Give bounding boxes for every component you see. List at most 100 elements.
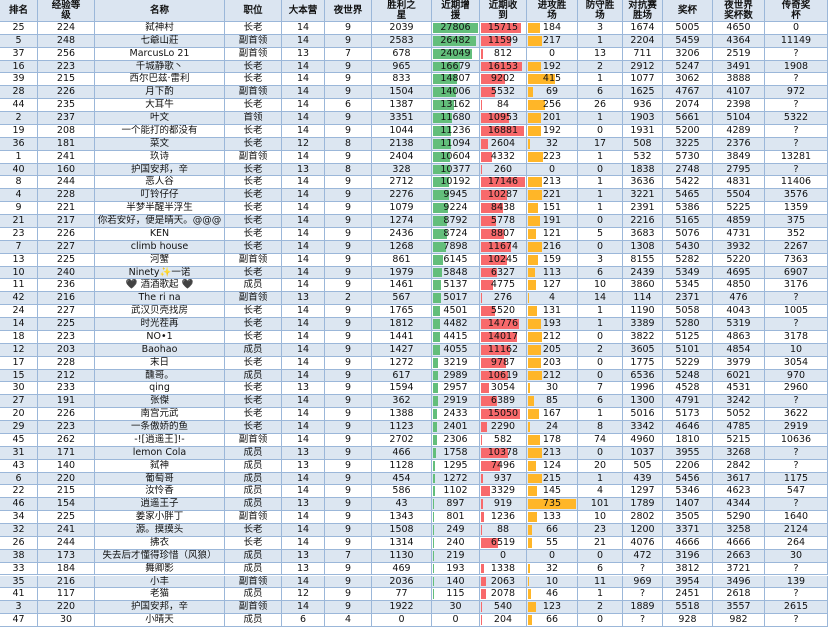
table-cell: 14 bbox=[282, 202, 325, 216]
table-cell: 14 bbox=[282, 124, 325, 138]
table-cell: 14 bbox=[282, 536, 325, 550]
cell-text: 2276 bbox=[389, 189, 414, 201]
table-cell: 735 bbox=[527, 498, 578, 512]
cell-text: 0 bbox=[596, 446, 604, 458]
table-cell: 220 bbox=[38, 601, 95, 615]
table-cell: 1190 bbox=[623, 305, 663, 319]
data-bar bbox=[528, 434, 540, 445]
table-cell: ? bbox=[765, 562, 828, 576]
table-cell: ? bbox=[765, 395, 828, 409]
table-cell: 9 bbox=[325, 356, 372, 370]
table-cell: 玖诗 bbox=[95, 150, 225, 164]
cell-text: 1272 bbox=[389, 356, 414, 368]
table-cell: 4 bbox=[578, 485, 623, 499]
table-cell: 66 bbox=[527, 524, 578, 537]
table-cell: 249 bbox=[432, 524, 480, 537]
table-cell: 5349 bbox=[663, 266, 713, 280]
cell-text: 4415 bbox=[443, 330, 468, 342]
cell-text: 965 bbox=[392, 60, 411, 72]
cell-text: 972 bbox=[786, 86, 806, 98]
cell-text: 南宫元武 bbox=[140, 408, 179, 420]
cell-text: 2451 bbox=[675, 588, 700, 600]
data-bar bbox=[528, 589, 531, 600]
table-cell: 月下酌 bbox=[95, 86, 225, 100]
cell-text: 225 bbox=[56, 253, 76, 265]
table-cell: 长老 bbox=[225, 124, 282, 138]
table-cell: 3054 bbox=[480, 382, 527, 396]
cell-text: 13 bbox=[296, 292, 310, 304]
cell-text: 5229 bbox=[675, 356, 700, 368]
table-cell: 7363 bbox=[765, 253, 828, 267]
table-cell: 241 bbox=[38, 150, 95, 164]
data-bar bbox=[433, 190, 450, 201]
cell-text: 胜利之星 bbox=[387, 0, 416, 21]
table-cell: 5661 bbox=[663, 112, 713, 125]
table-cell: 17146 bbox=[480, 176, 527, 190]
cell-text: 弑神村 bbox=[145, 22, 174, 33]
table-cell: 212 bbox=[527, 330, 578, 344]
cell-text: 14 bbox=[296, 343, 310, 355]
table-cell: 6 bbox=[282, 614, 325, 627]
cell-text: 328 bbox=[392, 163, 411, 175]
cell-text: 2 bbox=[15, 112, 22, 124]
table-cell: 末日 bbox=[95, 356, 225, 370]
table-cell: 225 bbox=[38, 253, 95, 267]
cell-text: 3 bbox=[596, 253, 604, 265]
data-bar bbox=[481, 615, 482, 625]
table-cell: 长老 bbox=[225, 524, 282, 537]
table-cell: 28 bbox=[0, 86, 38, 100]
table-cell: 139 bbox=[765, 575, 828, 589]
table-cell: 3505 bbox=[663, 511, 713, 524]
cell-text: 32 bbox=[545, 137, 559, 149]
table-cell: 1810 bbox=[663, 433, 713, 447]
table-cell: 237 bbox=[38, 112, 95, 125]
cell-text: 叶文 bbox=[149, 112, 169, 124]
table-cell: ? bbox=[765, 614, 828, 627]
cell-text: 10 bbox=[545, 575, 559, 587]
table-cell: Ninety✨一诺 bbox=[95, 266, 225, 280]
table-cell: 32 bbox=[527, 562, 578, 576]
table-cell: 13 bbox=[282, 562, 325, 576]
data-bar bbox=[433, 473, 436, 484]
table-cell: 成员 bbox=[225, 562, 282, 576]
table-cell: 4531 bbox=[713, 382, 765, 396]
table-cell: 3617 bbox=[713, 472, 765, 486]
cell-text: 1758 bbox=[443, 446, 468, 458]
cell-text: 9 bbox=[344, 562, 352, 574]
cell-text: 919 bbox=[493, 498, 513, 510]
cell-text: 5215 bbox=[726, 433, 751, 445]
table-cell: 10 bbox=[578, 279, 623, 293]
table-cell: ? bbox=[765, 588, 828, 602]
column-header: 传奇奖杯 bbox=[765, 0, 828, 22]
table-cell: 216 bbox=[38, 575, 95, 589]
table-cell: 3849 bbox=[713, 150, 765, 164]
cell-text: 223 bbox=[56, 421, 76, 433]
cell-text: 排名 bbox=[8, 4, 28, 16]
cell-text: 河蟹 bbox=[149, 253, 169, 265]
cell-text: 14 bbox=[296, 472, 310, 484]
table-cell: 7496 bbox=[480, 459, 527, 473]
table-cell: 7 bbox=[578, 382, 623, 396]
table-cell: 469 bbox=[372, 562, 432, 576]
cell-text: 69 bbox=[545, 86, 559, 98]
cell-text: 5386 bbox=[675, 202, 700, 214]
table-cell: 5101 bbox=[663, 343, 713, 357]
table-cell: ? bbox=[765, 446, 828, 460]
data-bar bbox=[481, 370, 509, 381]
cell-text: 1 bbox=[596, 189, 604, 201]
cell-text: 一个能打的都没有 bbox=[121, 124, 198, 136]
cell-text: 5456 bbox=[675, 472, 700, 484]
table-cell: 12 bbox=[282, 588, 325, 602]
cell-text: 2376 bbox=[726, 137, 751, 149]
table-cell: 215 bbox=[38, 485, 95, 499]
table-cell: 9 bbox=[325, 536, 372, 550]
cell-text: 0 bbox=[596, 124, 604, 136]
table-cell: 14 bbox=[282, 369, 325, 383]
table-cell: 5220 bbox=[713, 253, 765, 267]
data-bar bbox=[433, 35, 476, 46]
cell-text: 醺哥。 bbox=[145, 369, 174, 381]
cell-text: 2433 bbox=[443, 408, 468, 420]
cell-text: 10619 bbox=[487, 369, 519, 381]
table-cell: 3 bbox=[578, 253, 623, 267]
table-cell: 醺哥。 bbox=[95, 369, 225, 383]
